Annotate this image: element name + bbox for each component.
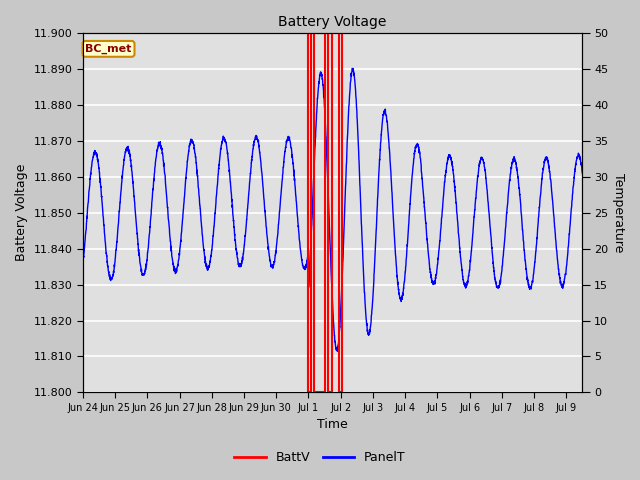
Bar bbox=[339, 33, 342, 393]
X-axis label: Time: Time bbox=[317, 419, 348, 432]
Y-axis label: Battery Voltage: Battery Voltage bbox=[15, 164, 28, 262]
Bar bbox=[314, 33, 325, 393]
Title: Battery Voltage: Battery Voltage bbox=[278, 15, 387, 29]
Y-axis label: Temperature: Temperature bbox=[612, 173, 625, 252]
Bar bbox=[308, 33, 311, 393]
Legend: BattV, PanelT: BattV, PanelT bbox=[229, 446, 411, 469]
Bar bbox=[328, 33, 332, 393]
Text: BC_met: BC_met bbox=[85, 44, 132, 54]
